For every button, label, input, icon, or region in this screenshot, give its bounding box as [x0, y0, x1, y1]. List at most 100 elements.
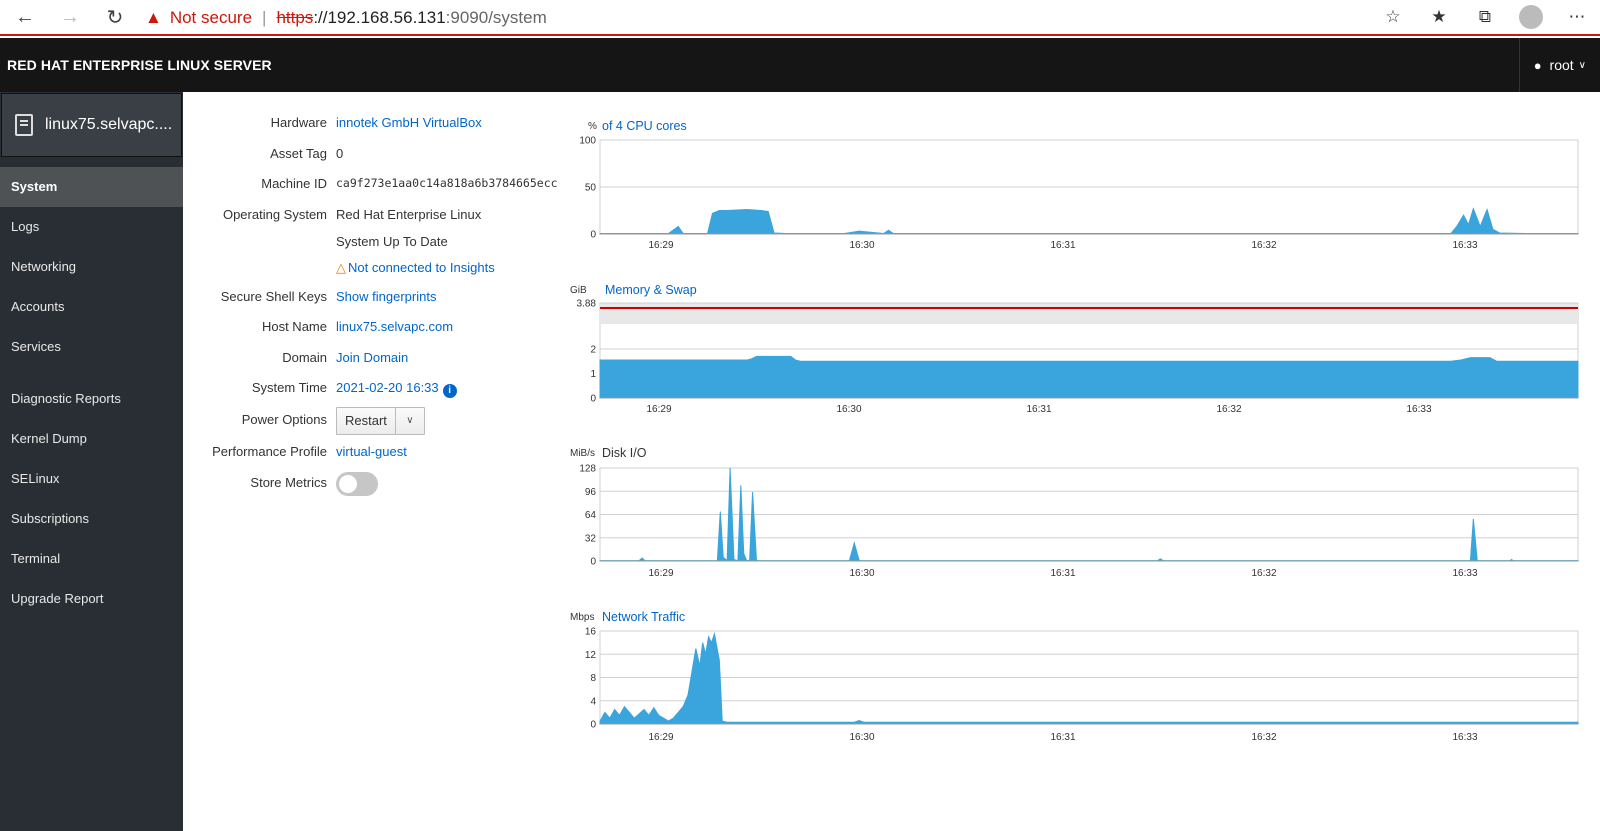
asset-tag-label: Asset Tag	[270, 146, 327, 161]
x-tick-label: 16:29	[646, 404, 671, 415]
y-tick-label: 96	[585, 487, 597, 498]
machine-id-value: ca9f273e1aa0c14a818a6b3784665ecc	[336, 176, 558, 190]
not-secure-label: Not secure	[169, 8, 253, 27]
x-tick-label: 16:30	[849, 732, 874, 743]
user-menu[interactable]: ● root ∨	[1518, 38, 1600, 92]
sidebar-item-system[interactable]: System	[0, 167, 183, 207]
hostname-link[interactable]: linux75.selvapc.com	[336, 319, 454, 334]
x-tick-label: 16:33	[1452, 732, 1477, 743]
domain-row: Domain Join Domain	[183, 350, 583, 370]
y-tick-label: 128	[579, 464, 596, 475]
x-tick-label: 16:33	[1406, 404, 1431, 415]
store-metrics-toggle[interactable]	[336, 472, 378, 496]
more-menu-icon[interactable]: ⋯	[1568, 7, 1586, 26]
hostname-label: Host Name	[261, 319, 327, 334]
power-options-label: Power Options	[241, 412, 327, 427]
profile-avatar[interactable]	[1508, 5, 1554, 29]
x-tick-label: 16:33	[1452, 240, 1477, 251]
url-host: ://192.168.56.131	[313, 8, 446, 27]
usage-graphs: % of 4 CPU cores 0 50 100 16:29 16:30 16:31 16:3…	[570, 110, 1585, 750]
system-time-value: 2021-02-20 16:33 i	[336, 380, 457, 398]
graph-unit-label: %	[588, 121, 597, 132]
y-tick-label: 0	[590, 720, 596, 731]
os-status: System Up To Date	[336, 234, 448, 249]
y-tick-label: 100	[579, 136, 596, 147]
insights-status[interactable]: △ Not connected to Insights	[336, 260, 495, 276]
y-tick-label: 3.88	[577, 299, 597, 310]
hardware-label: Hardware	[270, 115, 327, 130]
y-tick-label: 0	[590, 557, 596, 568]
join-domain-link[interactable]: Join Domain	[336, 350, 409, 365]
os-label: Operating System	[222, 207, 327, 222]
graph-title[interactable]: of 4 CPU cores	[602, 119, 687, 133]
y-tick-label: 0	[590, 394, 596, 405]
sidebar-item-networking[interactable]: Networking	[11, 259, 77, 274]
sidebar-item-accounts[interactable]: Accounts	[11, 299, 65, 314]
graph-title[interactable]: Network Traffic	[602, 610, 685, 624]
graph-unit-label: Mbps	[570, 612, 594, 623]
os-row: Operating System Red Hat Enterprise Linu…	[183, 207, 583, 227]
os-value: Red Hat Enterprise Linux	[336, 207, 482, 222]
collections-icon[interactable]: ⧉	[1478, 7, 1492, 26]
os-status-row: System Up To Date	[183, 234, 583, 254]
performance-profile-link[interactable]: virtual-guest	[336, 444, 407, 459]
x-tick-label: 16:31	[1026, 404, 1051, 415]
graph-title[interactable]: Memory & Swap	[605, 283, 697, 297]
sidebar-item-selinux[interactable]: SELinux	[11, 471, 60, 486]
y-tick-label: 16	[585, 627, 597, 638]
masthead: RED HAT ENTERPRISE LINUX SERVER ● root ∨	[0, 38, 1600, 92]
user-name: root	[1549, 57, 1574, 73]
asset-tag-row: Asset Tag 0	[183, 146, 583, 166]
warning-triangle-icon: △	[336, 260, 346, 275]
system-time-link[interactable]: 2021-02-20 16:33	[336, 380, 439, 395]
system-time-row: System Time 2021-02-20 16:33 i	[183, 380, 583, 400]
address-bar[interactable]: ▲ Not secure | https://192.168.56.131:90…	[145, 3, 1367, 33]
x-tick-label: 16:31	[1050, 732, 1075, 743]
sidebar-item-logs[interactable]: Logs	[11, 219, 40, 234]
sidebar-item-diagnostic-reports[interactable]: Diagnostic Reports	[11, 391, 121, 406]
sidebar-item-kernel-dump[interactable]: Kernel Dump	[11, 431, 87, 446]
user-icon: ●	[1533, 57, 1542, 73]
forward-arrow-icon[interactable]: →	[60, 5, 80, 28]
hardware-link[interactable]: innotek GmbH VirtualBox	[336, 115, 482, 130]
restart-button[interactable]: Restart	[337, 408, 396, 434]
domain-label: Domain	[282, 350, 327, 365]
graph-unit-label: GiB	[570, 285, 587, 296]
ssh-label: Secure Shell Keys	[220, 289, 327, 304]
show-fingerprints-link[interactable]: Show fingerprints	[336, 289, 437, 304]
swap-region	[600, 303, 1578, 324]
x-tick-label: 16:30	[849, 568, 874, 579]
chevron-down-icon[interactable]: ∨	[406, 415, 414, 426]
x-tick-label: 16:32	[1216, 404, 1241, 415]
omnibox-divider: |	[262, 8, 267, 27]
favorites-icon[interactable]: ★	[1431, 7, 1447, 26]
sidebar-item-subscriptions[interactable]: Subscriptions	[11, 511, 90, 526]
ssh-row: Secure Shell Keys Show fingerprints	[183, 289, 583, 309]
reload-icon[interactable]: ↻	[106, 6, 124, 29]
x-tick-label: 16:31	[1050, 568, 1075, 579]
machine-id-row: Machine ID ca9f273e1aa0c14a818a6b3784665…	[183, 176, 583, 196]
sidebar-item-services[interactable]: Services	[11, 339, 61, 354]
info-icon[interactable]: i	[442, 384, 457, 398]
x-tick-label: 16:29	[648, 732, 673, 743]
x-tick-label: 16:29	[648, 568, 673, 579]
store-metrics-label: Store Metrics	[250, 475, 327, 490]
sidebar-item-upgrade-report[interactable]: Upgrade Report	[11, 591, 104, 606]
server-icon	[15, 114, 33, 136]
y-tick-label: 32	[585, 533, 597, 544]
back-arrow-icon[interactable]: ←	[15, 5, 35, 28]
system-time-label: System Time	[251, 380, 327, 395]
insights-link[interactable]: Not connected to Insights	[348, 260, 495, 275]
insights-row: △ Not connected to Insights	[183, 260, 583, 280]
y-tick-label: 8	[590, 673, 596, 684]
host-switcher-label: linux75.selvapc....	[45, 116, 173, 133]
performance-profile-label: Performance Profile	[212, 444, 327, 459]
performance-profile-row: Performance Profile virtual-guest	[183, 444, 583, 464]
warning-triangle-icon: ▲	[145, 8, 162, 27]
sidebar-item-terminal[interactable]: Terminal	[11, 551, 61, 566]
y-tick-label: 2	[590, 345, 596, 356]
x-tick-label: 16:30	[836, 404, 861, 415]
host-switcher[interactable]: linux75.selvapc....	[1, 93, 182, 157]
chevron-down-icon: ∨	[1578, 59, 1586, 71]
add-favorite-icon[interactable]: ☆	[1385, 7, 1401, 26]
